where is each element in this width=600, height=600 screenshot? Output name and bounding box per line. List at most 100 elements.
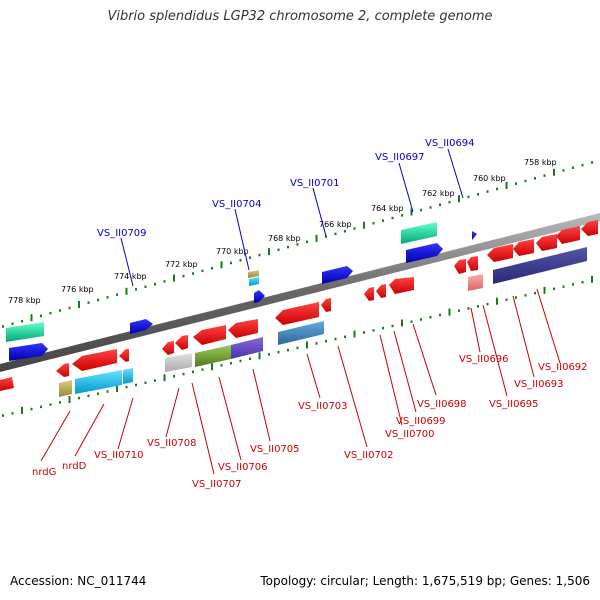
gene-arrow[interactable]	[59, 380, 72, 397]
gene-label[interactable]: VS_II0692	[538, 362, 588, 373]
gene-arrow[interactable]	[165, 353, 192, 372]
gene-arrow[interactable]	[493, 247, 587, 284]
gene-label[interactable]: VS_II0707	[192, 479, 242, 490]
ruler-dot	[401, 214, 403, 217]
ruler-dot	[372, 222, 375, 225]
gene-arrow[interactable]	[249, 277, 259, 286]
gene-arrow[interactable]	[231, 337, 263, 359]
gene-label[interactable]: VS_II0704	[212, 199, 262, 210]
gene-arrow[interactable]	[581, 220, 598, 236]
ruler-dot	[515, 182, 517, 185]
gene-label[interactable]: VS_II0698	[417, 399, 467, 410]
gene-arrow[interactable]	[321, 298, 331, 312]
ruler-major-tick	[220, 261, 223, 269]
ruler-major-tick	[448, 308, 451, 316]
gene-label[interactable]: VS_II0699	[396, 416, 446, 427]
gene-label[interactable]: VS_II0696	[459, 354, 509, 365]
gene-arrow[interactable]	[364, 287, 374, 301]
gene-arrow[interactable]	[278, 321, 324, 345]
gene-arrow[interactable]	[119, 349, 129, 362]
gene-label[interactable]: nrdG	[32, 467, 56, 478]
ruler-major-tick	[458, 195, 460, 203]
gene-arrow[interactable]	[6, 322, 44, 342]
ruler-dot	[534, 177, 536, 180]
ruler-dot	[2, 325, 4, 328]
ruler-dot	[572, 283, 574, 286]
gene-arrow[interactable]	[0, 377, 14, 391]
gene-arrow[interactable]	[162, 341, 174, 355]
gene-arrow[interactable]	[275, 302, 319, 325]
gene-label[interactable]: VS_II0693	[514, 379, 564, 390]
forward-genes	[6, 222, 477, 361]
gene-arrow[interactable]	[56, 363, 69, 377]
gene-label[interactable]: nrdD	[62, 461, 87, 472]
gene-arrow[interactable]	[193, 325, 226, 345]
ruler-dot	[106, 296, 109, 299]
ruler-dot	[30, 407, 33, 411]
gene-arrow[interactable]	[513, 239, 534, 256]
gene-arrow[interactable]	[75, 370, 122, 394]
gene-arrow[interactable]	[406, 243, 443, 263]
ruler-major-tick	[353, 330, 356, 338]
gene-label[interactable]: VS_II0694	[425, 138, 475, 149]
ruler-major-tick	[315, 234, 318, 242]
gene-label[interactable]: VS_II0705	[250, 444, 300, 455]
scale-label: 760 kbp	[473, 174, 506, 183]
gene-arrow[interactable]	[467, 256, 478, 271]
gene-arrow[interactable]	[228, 319, 258, 338]
gene-arrow[interactable]	[322, 266, 353, 284]
gene-arrow[interactable]	[72, 349, 117, 371]
gene-arrow[interactable]	[123, 368, 133, 384]
gene-arrow[interactable]	[376, 284, 386, 298]
ruler-dot	[448, 200, 451, 204]
gene-label[interactable]: VS_II0703	[298, 401, 348, 412]
scale-label: 762 kbp	[422, 189, 455, 198]
gene-arrow[interactable]	[175, 335, 188, 350]
ruler-dot	[59, 309, 61, 312]
map-title: Vibrio splendidus LGP32 chromosome 2, co…	[107, 9, 493, 24]
ruler-dot	[230, 361, 232, 365]
ruler-major-tick	[125, 287, 128, 295]
gene-label[interactable]: VS_II0702	[344, 450, 394, 461]
ruler-dot	[211, 267, 213, 270]
gene-label[interactable]: VS_II0701	[290, 178, 340, 189]
ruler-dot	[277, 350, 280, 354]
ruler-dot	[429, 316, 432, 319]
ruler-major-tick	[78, 301, 80, 308]
gene-label[interactable]: VS_II0709	[97, 228, 147, 239]
scale-label: 758 kbp	[524, 158, 557, 167]
ruler-dot	[87, 394, 90, 398]
gene-arrow[interactable]	[389, 277, 414, 294]
gene-arrow[interactable]	[9, 343, 48, 361]
gene-label[interactable]: VS_II0695	[489, 399, 539, 410]
gene-arrow[interactable]	[254, 290, 265, 303]
gene-arrow[interactable]	[454, 259, 466, 274]
ruler-dot	[239, 259, 242, 262]
ruler-dot	[230, 261, 232, 265]
ruler-dot	[296, 346, 299, 350]
ruler-dot	[40, 314, 42, 318]
ruler-dot	[553, 287, 555, 291]
ruler-dot	[201, 368, 204, 371]
ruler-dot	[363, 331, 365, 334]
ruler-dot	[391, 216, 394, 220]
ruler-dot	[220, 364, 223, 367]
gene-arrow[interactable]	[468, 274, 483, 291]
ruler-dot	[334, 337, 337, 341]
gene-arrow[interactable]	[536, 234, 557, 251]
gene-arrow[interactable]	[487, 244, 513, 262]
gene-arrow[interactable]	[248, 270, 259, 278]
gene-arrow[interactable]	[130, 319, 153, 334]
gene-arrow[interactable]	[401, 222, 437, 244]
gene-label[interactable]: VS_II0697	[375, 152, 425, 163]
gene-arrow[interactable]	[556, 226, 580, 244]
ruler-dot	[420, 318, 422, 321]
gene-label[interactable]: VS_II0710	[94, 450, 144, 461]
gene-label[interactable]: VS_II0708	[147, 438, 197, 449]
gene-label[interactable]: VS_II0706	[218, 462, 268, 473]
gene-label[interactable]: VS_II0700	[385, 429, 435, 440]
ruler-dot	[524, 179, 527, 183]
gene-arrow[interactable]	[195, 345, 231, 367]
gene-arrow[interactable]	[472, 231, 477, 240]
